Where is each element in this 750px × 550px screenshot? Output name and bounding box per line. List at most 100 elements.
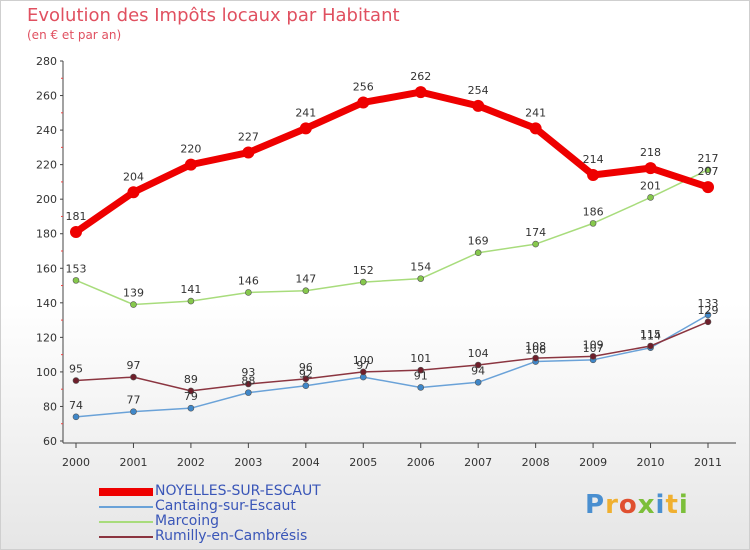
data-label: 154 <box>410 261 431 274</box>
legend-swatch <box>99 506 153 508</box>
data-point <box>417 275 425 282</box>
chart-title: Evolution des Impôts locaux par Habitant <box>27 5 400 26</box>
data-point <box>414 86 427 99</box>
data-point <box>72 277 80 284</box>
data-label: 174 <box>525 226 546 239</box>
data-point <box>187 297 195 305</box>
x-tick-label: 2004 <box>292 456 320 469</box>
legend-swatch <box>99 488 153 496</box>
y-tick-label: 180 <box>36 228 57 241</box>
y-tick-label: 160 <box>36 262 57 275</box>
data-point <box>72 377 80 384</box>
legend-label: Rumilly-en-Cambrésis <box>155 528 308 544</box>
data-point <box>704 318 712 326</box>
y-tick-label: 140 <box>36 297 57 310</box>
data-label: 114 <box>640 330 661 343</box>
x-tick-label: 2002 <box>177 456 205 469</box>
data-point <box>589 353 597 360</box>
series-line <box>74 88 710 235</box>
legend-label: NOYELLES-SUR-ESCAUT <box>155 483 321 499</box>
data-label: 97 <box>356 359 370 372</box>
data-point <box>474 361 482 369</box>
data-label: 256 <box>353 80 374 93</box>
legend-label: Cantaing-sur-Escaut <box>155 498 296 514</box>
data-point <box>474 249 482 257</box>
data-point <box>532 354 539 362</box>
data-point <box>242 146 255 159</box>
x-tick-label: 2006 <box>407 456 435 469</box>
data-label: 77 <box>126 394 140 407</box>
data-label: 146 <box>238 274 259 287</box>
data-label: 97 <box>126 359 140 372</box>
data-point <box>245 389 252 396</box>
y-tick-label: 220 <box>36 159 57 172</box>
logo-letter: i <box>678 490 689 520</box>
data-point <box>417 384 425 391</box>
data-point <box>187 404 195 412</box>
data-label: 214 <box>583 153 604 166</box>
data-label: 107 <box>583 342 604 355</box>
data-label: 241 <box>295 106 316 119</box>
data-label: 94 <box>471 364 485 377</box>
data-label: 101 <box>410 352 431 365</box>
legend-label: Marcoing <box>155 513 220 529</box>
data-label: 141 <box>180 283 201 296</box>
data-label: 217 <box>698 152 719 165</box>
data-point <box>704 311 712 319</box>
data-point <box>532 240 539 248</box>
x-tick-label: 2000 <box>62 456 90 469</box>
x-tick-label: 2009 <box>579 456 607 469</box>
data-label: 207 <box>698 165 719 178</box>
data-point <box>589 220 597 227</box>
data-label: 109 <box>583 338 604 351</box>
data-label: 254 <box>468 84 489 97</box>
logo-letter: t <box>665 490 679 520</box>
y-tick-label: 240 <box>36 124 57 137</box>
data-label: 227 <box>238 131 259 144</box>
data-point <box>647 194 654 201</box>
data-label: 129 <box>698 304 719 317</box>
legend-swatch <box>99 521 153 523</box>
series-layer <box>70 86 714 421</box>
data-label: 262 <box>410 70 431 83</box>
data-label: 181 <box>66 210 87 223</box>
data-point <box>472 99 485 112</box>
data-label: 241 <box>525 106 546 119</box>
series-line <box>75 321 709 392</box>
data-label: 147 <box>295 273 316 286</box>
data-label: 153 <box>66 262 87 275</box>
data-point <box>245 289 252 296</box>
data-label: 169 <box>468 235 489 248</box>
data-point <box>130 301 137 308</box>
data-label: 74 <box>69 399 83 412</box>
logo-letter: P <box>585 490 606 520</box>
x-tick-label: 2003 <box>234 456 262 469</box>
y-tick-label: 200 <box>36 193 57 206</box>
data-label: 91 <box>414 369 428 382</box>
data-label: 88 <box>241 375 255 388</box>
data-label: 139 <box>123 287 144 300</box>
data-label: 92 <box>299 368 313 381</box>
data-label: 218 <box>640 146 661 159</box>
data-point <box>702 181 714 194</box>
logo-letter: o <box>618 490 638 520</box>
data-label: 79 <box>184 390 198 403</box>
data-point <box>644 162 657 175</box>
data-label: 186 <box>583 205 604 218</box>
data-point <box>357 96 370 109</box>
y-tick-label: 100 <box>36 366 57 379</box>
logo-letter: x <box>637 490 656 520</box>
data-labels-layer: 153 139 141 146 147 152 154 169 174 186 201 217 74 77… <box>66 70 719 412</box>
data-label: 204 <box>123 170 144 183</box>
data-point <box>187 387 195 395</box>
data-label: 100 <box>353 354 374 367</box>
y-tick-label: 80 <box>43 400 57 413</box>
data-point <box>417 366 425 374</box>
chart-axes: 60 80 100 120 140 160 180 200 220 240 260 280 2000 20… <box>36 55 736 469</box>
legend-swatch <box>99 536 153 538</box>
data-label: 104 <box>468 347 489 360</box>
y-tick-label: 260 <box>36 90 57 103</box>
series-line <box>75 169 709 306</box>
x-tick-label: 2008 <box>522 456 550 469</box>
